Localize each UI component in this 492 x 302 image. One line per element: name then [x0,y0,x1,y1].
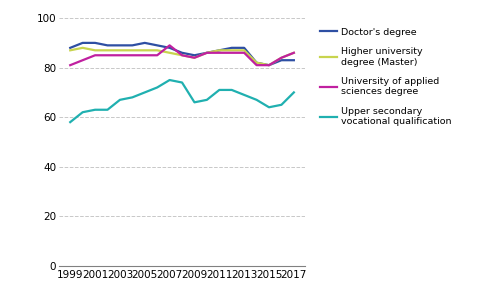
Line: Doctor's degree: Doctor's degree [70,43,294,65]
Doctor's degree [92,41,98,45]
Upper secondary
vocational qualification [241,93,247,97]
Doctor's degree [229,46,235,50]
Higher university
degree (Master) [92,49,98,52]
Upper secondary
vocational qualification [104,108,110,111]
Doctor's degree [167,46,173,50]
Higher university
degree (Master) [104,49,110,52]
Higher university
degree (Master) [241,49,247,52]
Upper secondary
vocational qualification [80,111,86,114]
Upper secondary
vocational qualification [291,91,297,94]
Line: Higher university
degree (Master): Higher university degree (Master) [70,48,294,65]
Higher university
degree (Master) [154,49,160,52]
University of applied
sciences degree [129,53,135,57]
Upper secondary
vocational qualification [117,98,123,102]
Higher university
degree (Master) [216,49,222,52]
Doctor's degree [254,61,260,65]
Doctor's degree [204,51,210,55]
Higher university
degree (Master) [67,49,73,52]
University of applied
sciences degree [117,53,123,57]
Doctor's degree [179,51,185,55]
Legend: Doctor's degree, Higher university
degree (Master), University of applied
scienc: Doctor's degree, Higher university degre… [320,28,452,126]
Doctor's degree [129,43,135,47]
Doctor's degree [291,58,297,62]
Higher university
degree (Master) [191,56,197,59]
University of applied
sciences degree [229,51,235,55]
Upper secondary
vocational qualification [216,88,222,92]
University of applied
sciences degree [179,53,185,57]
Higher university
degree (Master) [117,49,123,52]
Upper secondary
vocational qualification [154,86,160,89]
University of applied
sciences degree [154,53,160,57]
Doctor's degree [216,49,222,52]
Doctor's degree [278,58,284,62]
Upper secondary
vocational qualification [191,101,197,104]
Doctor's degree [142,41,148,45]
Higher university
degree (Master) [266,63,272,67]
Doctor's degree [80,41,86,45]
University of applied
sciences degree [216,51,222,55]
Doctor's degree [154,43,160,47]
University of applied
sciences degree [191,56,197,59]
University of applied
sciences degree [80,58,86,62]
Upper secondary
vocational qualification [254,98,260,102]
Higher university
degree (Master) [204,51,210,55]
Higher university
degree (Master) [229,49,235,52]
Upper secondary
vocational qualification [179,81,185,84]
Higher university
degree (Master) [291,51,297,55]
Upper secondary
vocational qualification [142,91,148,94]
University of applied
sciences degree [254,63,260,67]
University of applied
sciences degree [291,51,297,55]
Higher university
degree (Master) [129,49,135,52]
Line: University of applied
sciences degree: University of applied sciences degree [70,45,294,65]
Higher university
degree (Master) [179,53,185,57]
Upper secondary
vocational qualification [92,108,98,111]
Higher university
degree (Master) [80,46,86,50]
Upper secondary
vocational qualification [266,105,272,109]
Upper secondary
vocational qualification [167,78,173,82]
Doctor's degree [266,63,272,67]
Upper secondary
vocational qualification [129,95,135,99]
Doctor's degree [117,43,123,47]
University of applied
sciences degree [104,53,110,57]
Higher university
degree (Master) [142,49,148,52]
University of applied
sciences degree [278,56,284,59]
University of applied
sciences degree [142,53,148,57]
Upper secondary
vocational qualification [67,120,73,124]
Line: Upper secondary
vocational qualification: Upper secondary vocational qualification [70,80,294,122]
Doctor's degree [241,46,247,50]
Doctor's degree [67,46,73,50]
Doctor's degree [191,53,197,57]
University of applied
sciences degree [92,53,98,57]
University of applied
sciences degree [67,63,73,67]
University of applied
sciences degree [266,63,272,67]
University of applied
sciences degree [167,43,173,47]
University of applied
sciences degree [204,51,210,55]
Upper secondary
vocational qualification [229,88,235,92]
Upper secondary
vocational qualification [204,98,210,102]
Higher university
degree (Master) [254,61,260,65]
Higher university
degree (Master) [167,51,173,55]
Upper secondary
vocational qualification [278,103,284,107]
Higher university
degree (Master) [278,56,284,59]
Doctor's degree [104,43,110,47]
University of applied
sciences degree [241,51,247,55]
